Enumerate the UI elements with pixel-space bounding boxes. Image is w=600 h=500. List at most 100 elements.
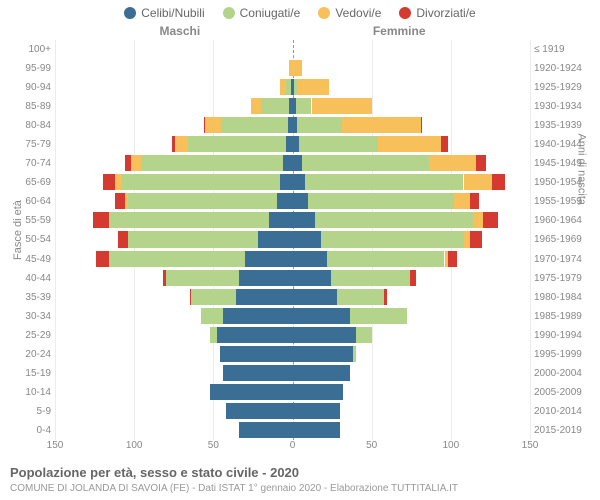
bar-female [293, 155, 303, 171]
bar-male [245, 251, 293, 267]
x-tick: 50 [208, 440, 219, 451]
year-label: 2000-2004 [530, 364, 596, 383]
bar-male [96, 251, 109, 267]
bar-male [201, 308, 223, 324]
bar-female [429, 155, 477, 171]
age-row: 40-441975-1979 [55, 269, 530, 288]
bar-male [163, 270, 166, 286]
bar-female [293, 365, 350, 381]
bar-male [115, 193, 125, 209]
age-row: 75-791940-1944 [55, 135, 530, 154]
bar-female [378, 136, 441, 152]
age-label: 55-59 [1, 211, 55, 230]
age-label: 80-84 [1, 116, 55, 135]
bar-female [470, 231, 483, 247]
age-row: 15-192000-2004 [55, 364, 530, 383]
legend-swatch [223, 7, 235, 19]
year-label: 1965-1969 [530, 230, 596, 249]
age-label: 70-74 [1, 154, 55, 173]
bar-female [293, 384, 344, 400]
legend: Celibi/NubiliConiugati/eVedovi/eDivorzia… [0, 0, 600, 20]
legend-swatch [124, 7, 136, 19]
legend-swatch [399, 7, 411, 19]
age-row: 85-891930-1934 [55, 97, 530, 116]
bar-female [293, 422, 341, 438]
bar-male [210, 327, 216, 343]
bar-female [293, 193, 309, 209]
year-label: 1985-1989 [530, 307, 596, 326]
year-label: 1980-1984 [530, 288, 596, 307]
age-row: 60-641955-1959 [55, 192, 530, 211]
bar-female [337, 289, 385, 305]
year-label: 2005-2009 [530, 383, 596, 402]
bar-female [305, 174, 463, 190]
bar-male [109, 212, 111, 228]
bar-male [280, 174, 293, 190]
age-label: 85-89 [1, 97, 55, 116]
age-label: 35-39 [1, 288, 55, 307]
bar-male [223, 365, 293, 381]
bar-female [353, 346, 356, 362]
age-row: 65-691950-1954 [55, 173, 530, 192]
age-label: 60-64 [1, 192, 55, 211]
bar-female [302, 155, 429, 171]
bar-female [470, 193, 480, 209]
bar-male [93, 212, 109, 228]
bar-male [188, 136, 286, 152]
year-label: 1990-1994 [530, 326, 596, 345]
bar-male [115, 174, 121, 190]
bar-male [283, 155, 293, 171]
age-row: 35-391980-1984 [55, 288, 530, 307]
year-label: 2015-2019 [530, 421, 596, 440]
x-tick: 50 [366, 440, 377, 451]
bar-male [223, 308, 293, 324]
bar-female [293, 403, 341, 419]
year-label: 1970-1974 [530, 250, 596, 269]
age-row: 0-42015-2019 [55, 421, 530, 440]
bar-male [204, 117, 206, 133]
bar-male [128, 231, 258, 247]
bar-female [410, 270, 416, 286]
bar-female [454, 193, 470, 209]
bar-male [220, 346, 293, 362]
bar-female [384, 289, 387, 305]
age-label: 25-29 [1, 326, 55, 345]
age-row: 45-491970-1974 [55, 250, 530, 269]
bar-male [221, 117, 288, 133]
bar-male [118, 231, 128, 247]
year-label: 1920-1924 [530, 59, 596, 78]
bar-female [293, 174, 306, 190]
x-tick: 100 [126, 440, 143, 451]
age-label: 90-94 [1, 78, 55, 97]
age-row: 30-341985-1989 [55, 307, 530, 326]
bar-male [190, 289, 192, 305]
bar-female [464, 174, 493, 190]
age-row: 20-241995-1999 [55, 345, 530, 364]
bar-female [441, 136, 447, 152]
bar-male [261, 98, 290, 114]
bar-male [236, 289, 293, 305]
bar-female [293, 327, 356, 343]
age-label: 95-99 [1, 59, 55, 78]
year-label: 1925-1929 [530, 78, 596, 97]
age-label: 40-44 [1, 269, 55, 288]
x-tick: 0 [290, 440, 296, 451]
age-label: 0-4 [1, 421, 55, 440]
population-pyramid: Maschi Femmine 100+≤ 191995-991920-19249… [55, 40, 530, 440]
bar-male [125, 155, 131, 171]
x-axis: 15010050050100150 [55, 440, 530, 458]
chart-subtitle: COMUNE DI JOLANDA DI SAVOIA (FE) - Dati … [10, 483, 590, 494]
age-row: 100+≤ 1919 [55, 40, 530, 59]
x-tick: 150 [522, 440, 539, 451]
year-label: 2010-2014 [530, 402, 596, 421]
age-label: 10-14 [1, 383, 55, 402]
bar-female [293, 308, 350, 324]
bar-female [312, 98, 372, 114]
age-row: 80-841935-1939 [55, 116, 530, 135]
bar-female [342, 117, 421, 133]
legend-swatch [318, 7, 330, 19]
bar-male [286, 79, 291, 95]
bar-female [293, 346, 353, 362]
year-label: 1935-1939 [530, 116, 596, 135]
bar-male [258, 231, 293, 247]
